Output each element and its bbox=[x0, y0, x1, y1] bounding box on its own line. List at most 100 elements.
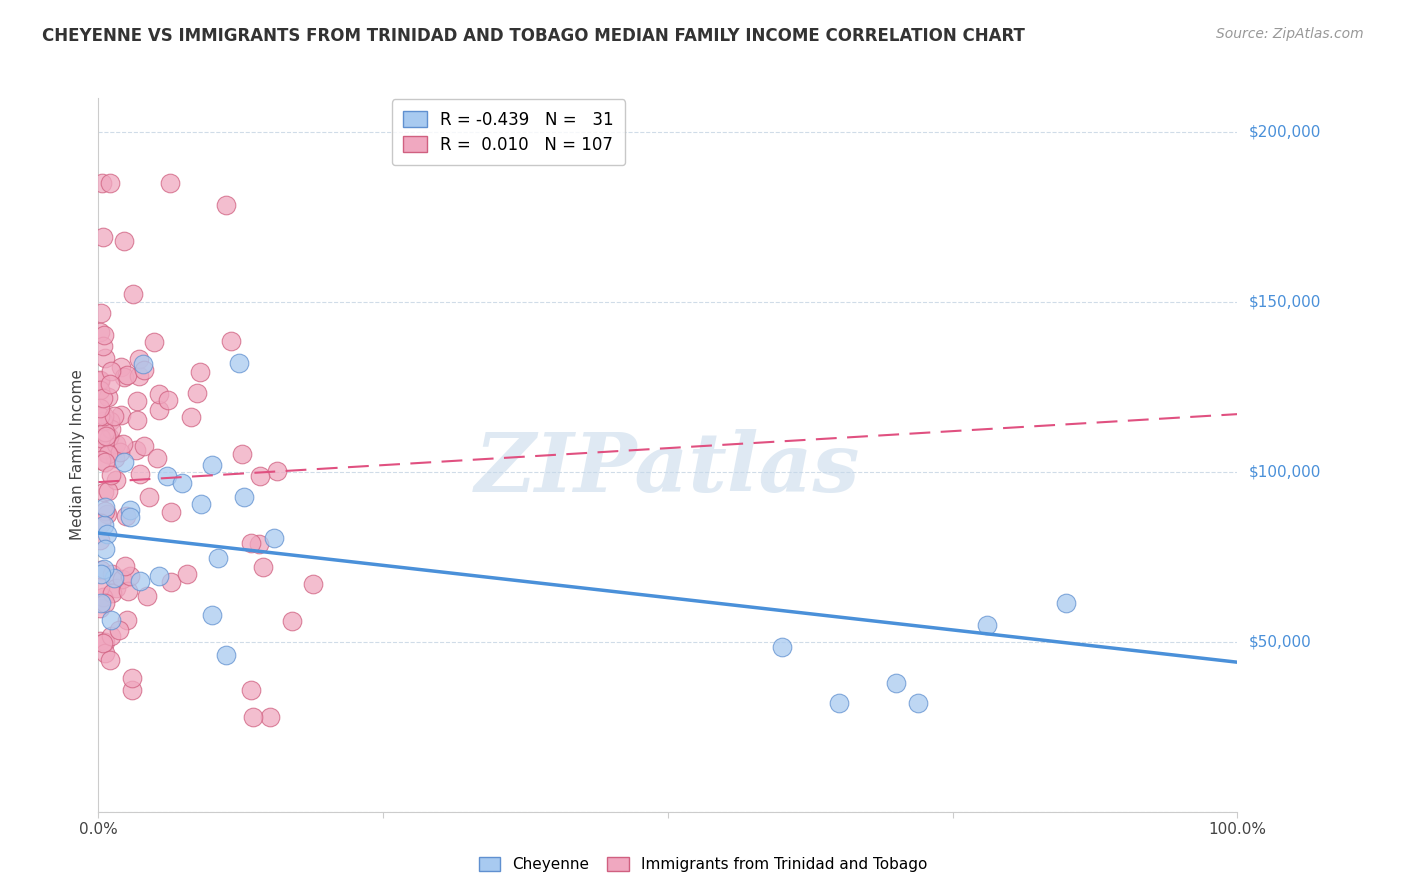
Point bbox=[263, 531, 285, 545]
Point bbox=[132, 357, 155, 371]
Point bbox=[201, 607, 224, 622]
Point bbox=[186, 386, 208, 401]
Point bbox=[112, 370, 135, 384]
Point bbox=[100, 467, 122, 482]
Y-axis label: Median Family Income: Median Family Income bbox=[70, 369, 86, 541]
Point bbox=[884, 676, 907, 690]
Point bbox=[118, 509, 141, 524]
Point bbox=[115, 509, 138, 524]
Point bbox=[89, 374, 111, 388]
Point bbox=[111, 437, 134, 451]
Point bbox=[770, 640, 793, 654]
Point bbox=[108, 445, 131, 459]
Point bbox=[96, 527, 118, 541]
Point bbox=[89, 601, 111, 615]
Point bbox=[93, 485, 115, 500]
Point bbox=[94, 542, 117, 557]
Point bbox=[91, 636, 114, 650]
Point bbox=[259, 709, 281, 723]
Point bbox=[96, 507, 118, 521]
Point bbox=[94, 425, 117, 440]
Point bbox=[90, 563, 112, 577]
Point bbox=[98, 176, 121, 190]
Point bbox=[160, 574, 183, 589]
Point bbox=[976, 617, 998, 632]
Point bbox=[156, 392, 179, 407]
Point bbox=[94, 646, 117, 660]
Point bbox=[266, 464, 288, 478]
Point bbox=[148, 387, 170, 401]
Point bbox=[159, 506, 181, 520]
Point bbox=[138, 490, 160, 504]
Point bbox=[201, 458, 224, 472]
Point bbox=[302, 576, 325, 591]
Point bbox=[228, 356, 250, 370]
Text: ZIPatlas: ZIPatlas bbox=[475, 429, 860, 509]
Point bbox=[90, 596, 112, 610]
Text: Source: ZipAtlas.com: Source: ZipAtlas.com bbox=[1216, 27, 1364, 41]
Point bbox=[242, 709, 264, 723]
Point bbox=[127, 413, 149, 427]
Point bbox=[231, 447, 253, 461]
Point bbox=[97, 390, 120, 404]
Point bbox=[122, 287, 145, 301]
Point bbox=[117, 584, 139, 599]
Point bbox=[94, 351, 117, 365]
Point bbox=[93, 518, 115, 533]
Point bbox=[89, 306, 111, 320]
Point bbox=[100, 422, 122, 436]
Point bbox=[104, 474, 127, 488]
Point bbox=[104, 581, 127, 595]
Point bbox=[249, 468, 271, 483]
Point bbox=[91, 414, 114, 428]
Point bbox=[172, 475, 194, 490]
Point bbox=[129, 574, 152, 588]
Point bbox=[94, 455, 117, 469]
Point bbox=[247, 537, 270, 551]
Point bbox=[94, 446, 117, 460]
Point bbox=[190, 365, 212, 379]
Point bbox=[104, 451, 127, 466]
Point bbox=[91, 590, 114, 604]
Point bbox=[112, 234, 135, 248]
Point bbox=[1056, 596, 1078, 610]
Point bbox=[215, 648, 238, 663]
Point bbox=[232, 490, 254, 504]
Point bbox=[190, 497, 212, 511]
Point bbox=[121, 682, 143, 697]
Text: CHEYENNE VS IMMIGRANTS FROM TRINIDAD AND TOBAGO MEDIAN FAMILY INCOME CORRELATION: CHEYENNE VS IMMIGRANTS FROM TRINIDAD AND… bbox=[42, 27, 1025, 45]
Text: $150,000: $150,000 bbox=[1249, 294, 1320, 310]
Point bbox=[89, 326, 111, 340]
Point bbox=[89, 533, 111, 547]
Point bbox=[94, 635, 117, 649]
Point bbox=[93, 339, 115, 353]
Legend: R = -0.439   N =   31, R =  0.010   N = 107: R = -0.439 N = 31, R = 0.010 N = 107 bbox=[392, 99, 626, 165]
Point bbox=[207, 550, 229, 565]
Point bbox=[252, 560, 274, 574]
Point bbox=[128, 351, 150, 366]
Point bbox=[132, 439, 155, 453]
Point bbox=[128, 368, 150, 383]
Point bbox=[103, 409, 125, 423]
Point bbox=[90, 452, 112, 467]
Point bbox=[100, 364, 122, 378]
Point bbox=[281, 614, 304, 628]
Point bbox=[89, 634, 111, 648]
Point bbox=[219, 334, 242, 348]
Point bbox=[118, 503, 141, 517]
Point bbox=[112, 455, 135, 469]
Point bbox=[176, 567, 198, 582]
Point bbox=[90, 431, 112, 445]
Point bbox=[97, 484, 120, 499]
Point bbox=[93, 328, 115, 343]
Text: $200,000: $200,000 bbox=[1249, 125, 1320, 140]
Point bbox=[101, 567, 124, 582]
Point bbox=[146, 450, 169, 465]
Point bbox=[91, 391, 114, 405]
Point bbox=[215, 198, 238, 212]
Legend: Cheyenne, Immigrants from Trinidad and Tobago: Cheyenne, Immigrants from Trinidad and T… bbox=[471, 849, 935, 880]
Point bbox=[93, 409, 115, 423]
Point bbox=[98, 414, 121, 428]
Point bbox=[125, 394, 148, 409]
Point bbox=[93, 562, 115, 576]
